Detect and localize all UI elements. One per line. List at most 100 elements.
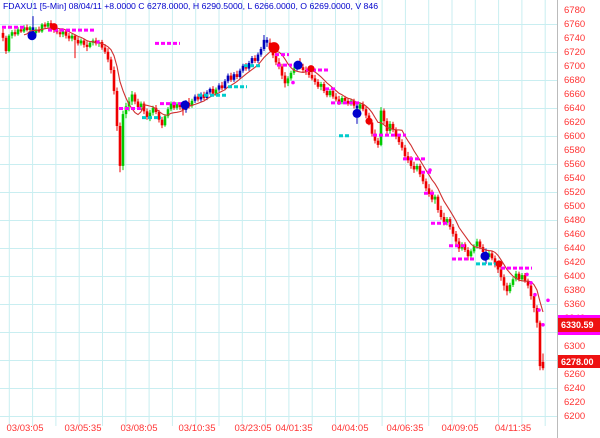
time-axis-label: 04/06:35	[386, 423, 424, 434]
candle	[505, 285, 509, 292]
candle	[199, 94, 203, 100]
candle	[499, 269, 503, 278]
candle	[436, 196, 440, 210]
candle	[355, 105, 359, 109]
candle	[58, 32, 62, 35]
price-axis-label: 6620	[564, 117, 586, 128]
candle	[196, 96, 200, 100]
candle	[109, 59, 113, 70]
price-axis-label: 6360	[564, 299, 586, 310]
time-axis-label: 03/23:05	[234, 423, 272, 434]
candle	[151, 107, 155, 113]
candle	[169, 103, 173, 110]
trail-stop-dot	[428, 168, 432, 172]
candle	[406, 156, 410, 161]
sell-signal-dot	[307, 65, 315, 73]
candle	[490, 253, 494, 259]
price-axis-label: 6380	[564, 285, 586, 296]
candle	[442, 217, 446, 223]
candle	[394, 129, 398, 137]
time-axis-label: 04/11:35	[494, 423, 532, 434]
candle	[145, 111, 149, 117]
candle	[346, 100, 350, 104]
sell-signal-dot	[268, 42, 280, 54]
chart-symbol-status-line: FDAXU1 [5-Min] 08/04/11 +8.0000 C 6278.0…	[3, 1, 379, 11]
candle	[70, 35, 74, 39]
price-axis[interactable]: 6800 6780 6760 6740 6720 6700 6680 6660 6640 6620…	[557, 0, 600, 438]
candle	[166, 109, 170, 117]
candle	[541, 361, 545, 369]
candle	[313, 78, 317, 82]
moving-average-line	[23, 27, 544, 313]
candle	[310, 74, 314, 79]
grid-layer	[0, 0, 557, 426]
candles-layer	[1, 16, 545, 371]
price-tag-stop: 6330.59	[558, 315, 600, 336]
time-axis-label: 03/10:35	[178, 423, 216, 434]
time-axis[interactable]: 03/03:05 03/05:35 03/08:05 03/10:35 03/23:05…	[0, 421, 557, 438]
sell-signal-dot	[365, 117, 373, 125]
price-axis-label: 6720	[564, 47, 586, 58]
candle	[250, 58, 254, 63]
sell-signal-dot	[495, 260, 503, 268]
candle	[322, 84, 326, 91]
time-axis-label: 04/01:35	[275, 423, 313, 434]
candle	[337, 99, 341, 103]
candle	[412, 165, 416, 170]
candle	[265, 39, 269, 43]
candle	[163, 116, 167, 126]
candle	[439, 210, 443, 217]
price-axis-label: 6420	[564, 257, 586, 268]
candle	[466, 249, 470, 257]
candle	[160, 119, 164, 126]
candle	[124, 106, 128, 115]
price-axis-label: 6440	[564, 243, 586, 254]
trail-stop-dot	[537, 308, 541, 312]
candle	[280, 66, 284, 76]
buy-signal-dot	[180, 100, 190, 110]
trail-stop-dot	[533, 292, 537, 297]
time-axis-label: 04/09:05	[441, 423, 479, 434]
candle	[301, 67, 305, 70]
candle	[400, 142, 404, 148]
candle	[523, 275, 527, 281]
price-axis-label: 6240	[564, 383, 586, 394]
candle	[46, 23, 50, 27]
candle	[517, 273, 521, 280]
candle	[232, 74, 236, 80]
candle	[241, 65, 245, 71]
candle	[118, 126, 122, 166]
candle	[430, 193, 434, 200]
candle	[175, 104, 179, 108]
trail-stop-dot	[291, 80, 295, 85]
candle	[424, 181, 428, 189]
price-axis-label: 6640	[564, 103, 586, 114]
candle	[502, 277, 506, 286]
candle	[43, 24, 47, 27]
candle	[319, 84, 323, 87]
candle	[307, 72, 311, 75]
candle	[238, 70, 242, 77]
candle	[34, 29, 38, 33]
candle	[67, 35, 71, 39]
buy-signal-dot	[480, 251, 490, 261]
price-tag-last: 6278.00	[558, 355, 600, 369]
candle	[217, 85, 221, 90]
candle	[25, 27, 29, 31]
price-axis-label: 6220	[564, 397, 586, 408]
candle	[325, 91, 329, 96]
signal-markers-layer	[27, 23, 550, 327]
candle	[220, 85, 224, 89]
candle	[88, 42, 92, 47]
price-axis-label: 6200	[564, 411, 586, 422]
buy-signal-dot	[293, 60, 303, 70]
buy-signal-dot	[27, 31, 37, 41]
candle	[532, 296, 536, 308]
candle	[397, 136, 401, 143]
candle	[334, 96, 338, 100]
candle	[358, 104, 362, 109]
candle	[94, 40, 98, 44]
candle	[106, 51, 110, 60]
trail-stop-dot	[525, 272, 529, 277]
